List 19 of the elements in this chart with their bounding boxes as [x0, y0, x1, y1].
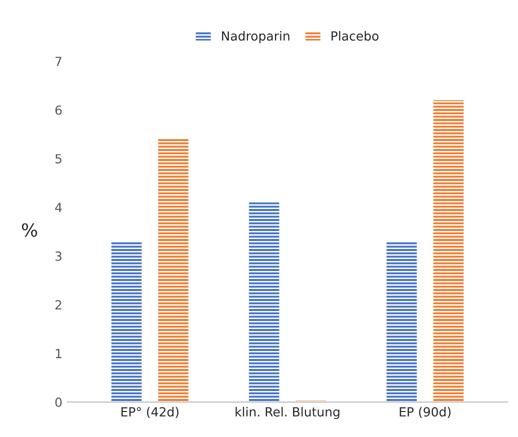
bar — [111, 241, 142, 402]
legend-label: Nadroparin — [222, 31, 290, 44]
bar — [433, 100, 464, 402]
y-tick-label: 7 — [56, 56, 62, 66]
y-tick-label: 4 — [55, 202, 62, 212]
y-tick-label: 5 — [55, 154, 62, 164]
y-axis-title: % — [22, 223, 38, 237]
x-tick-label: EP° (42d) — [121, 406, 178, 418]
bar — [248, 202, 280, 402]
bar — [158, 139, 188, 402]
y-tick-label: 3 — [55, 251, 62, 261]
y-tick-label: 0 — [55, 398, 62, 407]
y-tick-label: 2 — [55, 300, 62, 310]
x-tick-label: klin. Rel. Blutung — [236, 406, 340, 419]
legend-label: Placebo — [332, 31, 379, 41]
y-tick-label: 1 — [56, 348, 62, 358]
bar — [386, 241, 417, 402]
x-tick-label: EP (90d) — [400, 406, 451, 418]
y-tick-label: 6 — [55, 105, 62, 115]
